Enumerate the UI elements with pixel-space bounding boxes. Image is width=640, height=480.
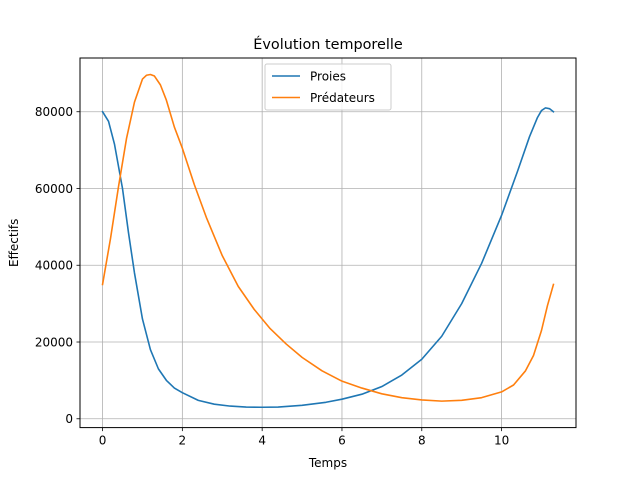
series-line-1	[101, 73, 555, 402]
x-tick-label: 2	[179, 434, 187, 448]
grid	[80, 58, 576, 428]
y-tick-label: 20000	[35, 335, 73, 349]
series-lines	[101, 73, 555, 409]
y-tick-label: 0	[65, 412, 73, 426]
series-line-0	[101, 107, 555, 409]
x-tick-label: 0	[99, 434, 107, 448]
y-axis: 0 20000 40000 60000 80000	[35, 105, 80, 426]
legend: Proies Prédateurs	[264, 63, 392, 111]
x-axis-label: Temps	[308, 456, 347, 470]
x-tick-label: 10	[494, 434, 509, 448]
y-tick-label: 80000	[35, 105, 73, 119]
y-axis-label: Effectifs	[7, 219, 21, 267]
x-tick-label: 8	[418, 434, 426, 448]
legend-label-1: Prédateurs	[310, 91, 375, 105]
x-axis: 0 2 4 6 8 10	[99, 427, 509, 448]
x-tick-label: 4	[258, 434, 266, 448]
y-tick-label: 40000	[35, 259, 73, 273]
legend-label-0: Proies	[310, 69, 346, 83]
y-tick-label: 60000	[35, 182, 73, 196]
plot-area-frame	[79, 57, 577, 429]
chart-title: Évolution temporelle	[253, 36, 403, 53]
x-tick-label: 6	[338, 434, 346, 448]
